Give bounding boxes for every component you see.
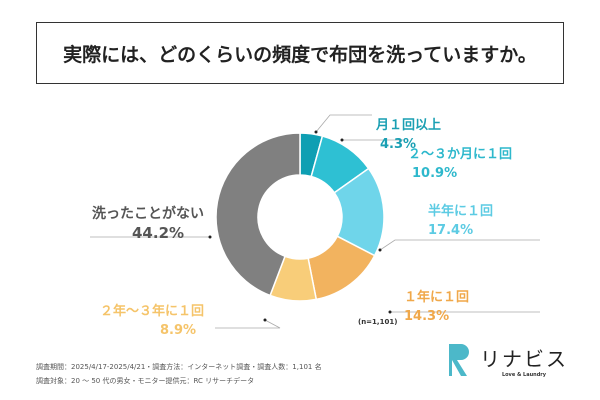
leader-dot <box>378 248 382 252</box>
category-label: 半年に１回 <box>428 204 494 219</box>
label-half-year: 半年に１回 17.4% <box>428 202 493 240</box>
category-label: 月１回以上 <box>376 118 442 133</box>
label-2-3-years: ２年～３年に１回 8.9% <box>100 302 204 340</box>
label-monthly: 月１回以上 4.3% <box>376 116 441 154</box>
leader-line <box>215 319 281 329</box>
footer-line-2: 調査対象：20 ～ 50 代の男女・モニター提供元：RC リサーチデータ <box>36 377 255 385</box>
value-label: 44.2% <box>132 224 185 242</box>
leader-dot <box>388 310 392 314</box>
page-title: 実際には、どのくらいの頻度で布団を洗っていますか。 <box>36 22 564 84</box>
value-label: 17.4% <box>428 223 474 238</box>
leader-dot <box>263 318 267 322</box>
category-label: ２年～３年に１回 <box>100 304 205 319</box>
label-yearly: １年に１回 14.3% <box>404 288 469 326</box>
logo-mark-icon <box>449 344 469 376</box>
leader-line <box>315 114 372 133</box>
value-label: 14.3% <box>404 309 450 324</box>
logo-tagline: Love & Laundry <box>501 371 547 378</box>
category-label: 洗ったことがない <box>92 206 204 222</box>
sample-size: (n=1,101) <box>358 318 398 326</box>
label-never: 洗ったことがない 44.2% <box>92 205 204 243</box>
value-label: 8.9% <box>160 323 197 338</box>
label-2-3-months: ２～３か月に１回 10.9% <box>408 145 512 183</box>
leader-dot <box>314 130 318 134</box>
leader-dot <box>340 138 344 142</box>
footer-line-1: 調査期間：2025/4/17-2025/4/21・調査方法：インターネット調査・… <box>36 363 322 371</box>
donut-slice <box>215 132 301 297</box>
logo-name: リナビス <box>480 346 568 371</box>
logo: リナビス Love & Laundry <box>446 342 568 378</box>
leader-dot <box>208 235 212 239</box>
value-label: 4.3% <box>380 137 417 152</box>
value-label: 10.9% <box>412 166 458 181</box>
category-label: ２～３か月に１回 <box>408 147 513 162</box>
category-label: １年に１回 <box>404 290 470 305</box>
leader-line <box>379 239 540 251</box>
